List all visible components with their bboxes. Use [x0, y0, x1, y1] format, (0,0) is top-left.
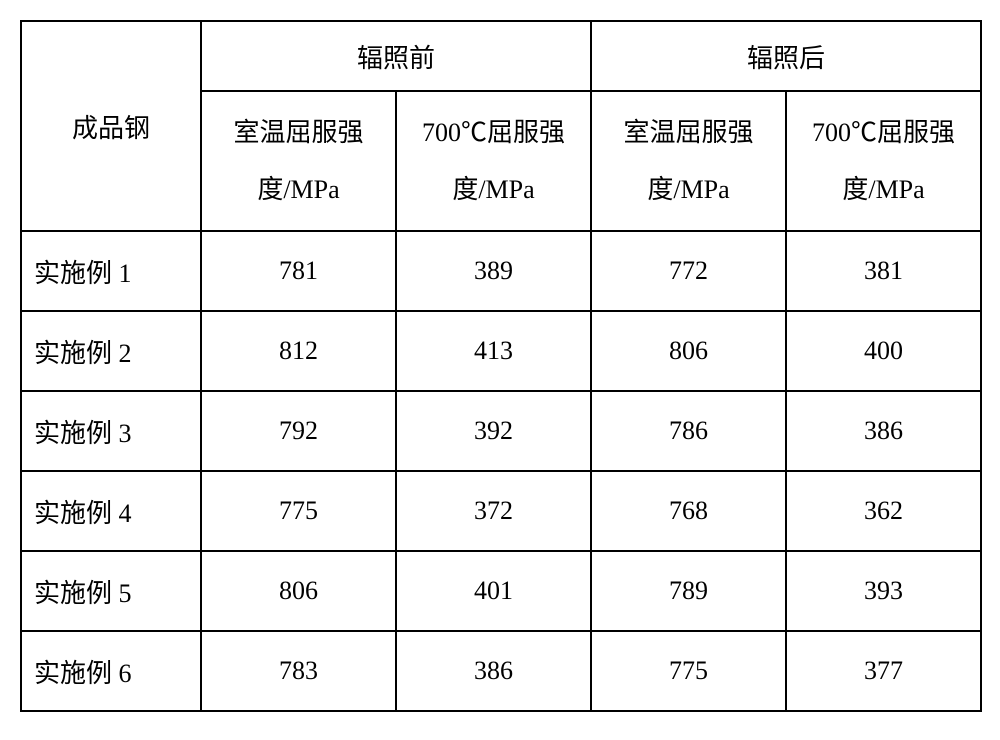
cell-value: 775: [201, 471, 396, 551]
cell-value: 381: [786, 231, 981, 311]
cell-value: 372: [396, 471, 591, 551]
table-row: 实施例 5 806 401 789 393: [21, 551, 981, 631]
row-label: 实施例 6: [21, 631, 201, 711]
cell-value: 789: [591, 551, 786, 631]
cell-value: 386: [396, 631, 591, 711]
cell-value: 392: [396, 391, 591, 471]
yield-strength-table: 成品钢 辐照前 辐照后 室温屈服强度/MPa 700℃屈服强度/MPa 室温屈服…: [20, 20, 982, 712]
table-row: 实施例 3 792 392 786 386: [21, 391, 981, 471]
cell-value: 401: [396, 551, 591, 631]
column-header-room-yield-before: 室温屈服强度/MPa: [201, 91, 396, 231]
row-label: 实施例 5: [21, 551, 201, 631]
column-header-product: 成品钢: [21, 21, 201, 231]
cell-value: 768: [591, 471, 786, 551]
column-header-700c-yield-before: 700℃屈服强度/MPa: [396, 91, 591, 231]
table-header-row-groups: 成品钢 辐照前 辐照后: [21, 21, 981, 91]
row-label: 实施例 2: [21, 311, 201, 391]
cell-value: 812: [201, 311, 396, 391]
column-group-before: 辐照前: [201, 21, 591, 91]
cell-value: 786: [591, 391, 786, 471]
cell-value: 806: [591, 311, 786, 391]
table-row: 实施例 1 781 389 772 381: [21, 231, 981, 311]
data-table-container: 成品钢 辐照前 辐照后 室温屈服强度/MPa 700℃屈服强度/MPa 室温屈服…: [20, 20, 980, 712]
row-label: 实施例 1: [21, 231, 201, 311]
column-group-after: 辐照后: [591, 21, 981, 91]
cell-value: 772: [591, 231, 786, 311]
cell-value: 783: [201, 631, 396, 711]
cell-value: 413: [396, 311, 591, 391]
table-header: 成品钢 辐照前 辐照后 室温屈服强度/MPa 700℃屈服强度/MPa 室温屈服…: [21, 21, 981, 231]
table-row: 实施例 6 783 386 775 377: [21, 631, 981, 711]
cell-value: 389: [396, 231, 591, 311]
cell-value: 400: [786, 311, 981, 391]
cell-value: 775: [591, 631, 786, 711]
cell-value: 362: [786, 471, 981, 551]
cell-value: 792: [201, 391, 396, 471]
row-label: 实施例 4: [21, 471, 201, 551]
column-header-room-yield-after: 室温屈服强度/MPa: [591, 91, 786, 231]
table-body: 实施例 1 781 389 772 381 实施例 2 812 413 806 …: [21, 231, 981, 711]
row-label: 实施例 3: [21, 391, 201, 471]
cell-value: 806: [201, 551, 396, 631]
cell-value: 386: [786, 391, 981, 471]
cell-value: 377: [786, 631, 981, 711]
cell-value: 781: [201, 231, 396, 311]
column-header-700c-yield-after: 700℃屈服强度/MPa: [786, 91, 981, 231]
cell-value: 393: [786, 551, 981, 631]
table-row: 实施例 2 812 413 806 400: [21, 311, 981, 391]
table-row: 实施例 4 775 372 768 362: [21, 471, 981, 551]
